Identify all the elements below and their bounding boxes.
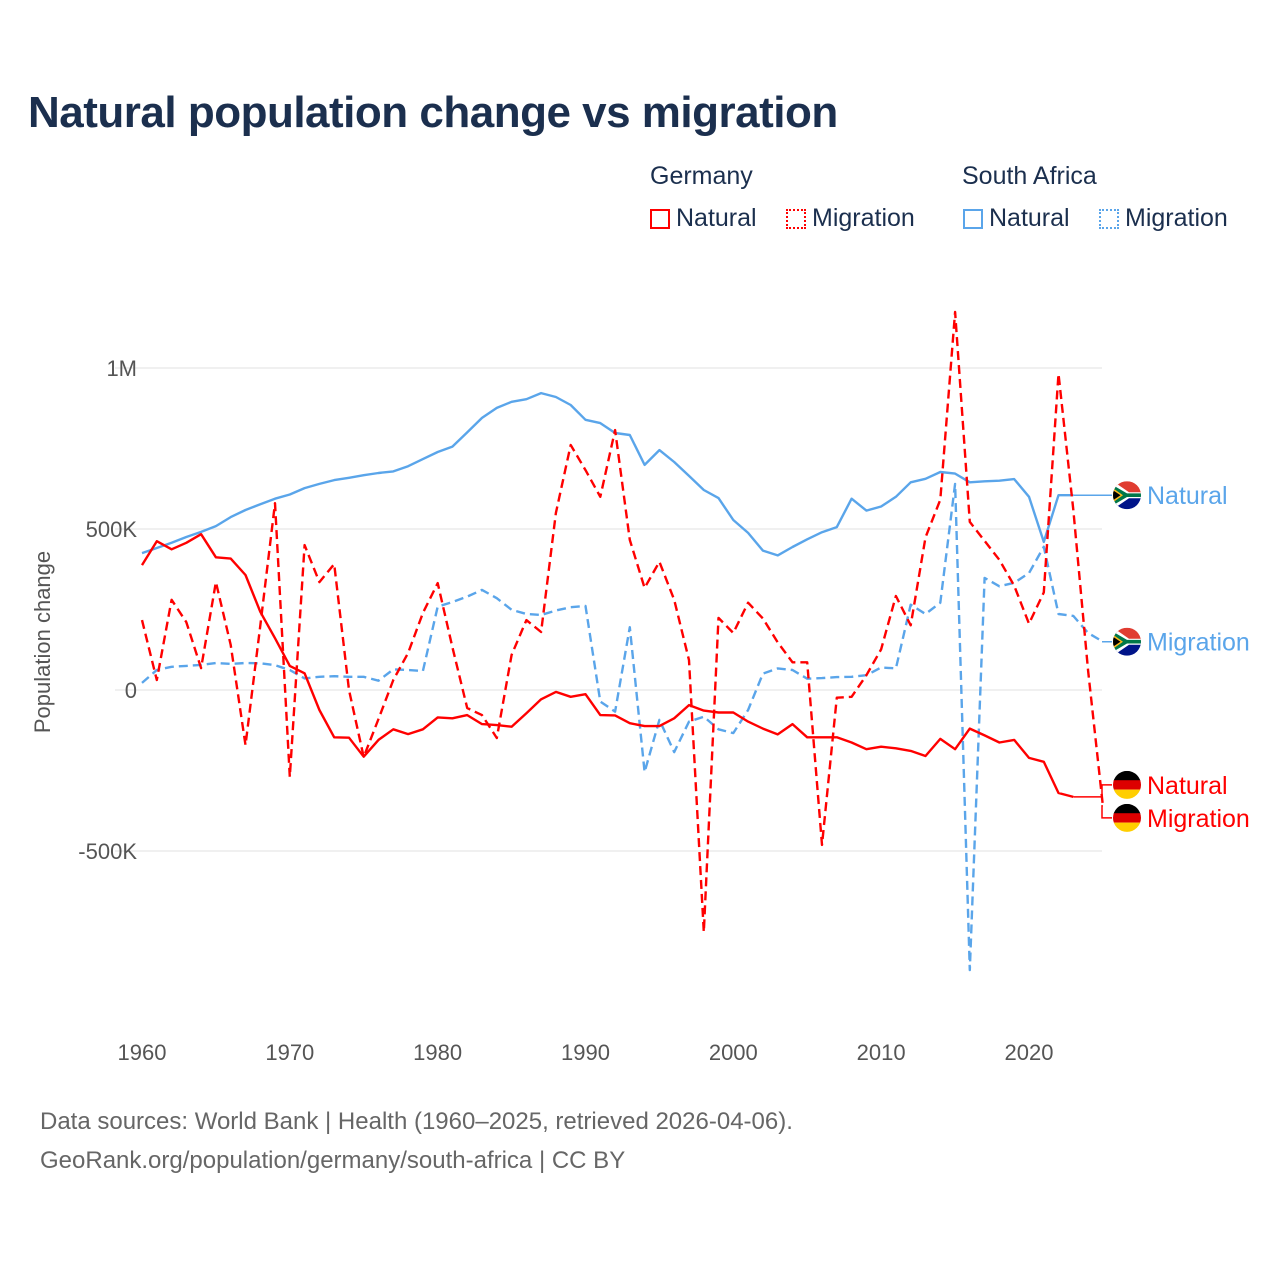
south-africa-flag-icon bbox=[1113, 481, 1141, 510]
flag-triangle bbox=[1113, 636, 1121, 647]
series-line-germany-natural bbox=[140, 533, 1074, 799]
legend-label: Migration bbox=[812, 204, 915, 232]
x-tick-label: 2010 bbox=[857, 1040, 906, 1065]
flag-band bbox=[1113, 631, 1141, 652]
legend-swatch-dotted bbox=[786, 208, 806, 229]
y-tick-label: 1M bbox=[106, 356, 137, 381]
chart-title: Natural population change vs migration bbox=[28, 88, 838, 137]
legend-label: Natural bbox=[676, 204, 757, 232]
flag-clip bbox=[1113, 481, 1141, 510]
flag-stripe bbox=[1113, 770, 1141, 781]
x-tick-label: 1980 bbox=[413, 1040, 462, 1065]
footer-attribution[interactable]: GeoRank.org/population/germany/south-afr… bbox=[40, 1147, 626, 1174]
flag-triangle bbox=[1113, 490, 1121, 501]
flag-clip bbox=[1113, 803, 1141, 832]
label-connector bbox=[1101, 805, 1112, 819]
end-label: Natural bbox=[1147, 482, 1228, 510]
series-line-south-africa-migration bbox=[141, 482, 1104, 972]
legend-germany-migration[interactable]: Migration bbox=[786, 204, 915, 233]
flag-stripe bbox=[1113, 789, 1141, 799]
flag-clip bbox=[1113, 627, 1141, 656]
series-line-germany-migration bbox=[140, 310, 1105, 934]
end-label: Migration bbox=[1147, 629, 1250, 657]
south-africa-flag-icon bbox=[1113, 627, 1141, 656]
y-axis-title: Population change bbox=[30, 551, 55, 733]
legend-swatch-solid bbox=[650, 208, 670, 229]
x-tick-label: 2000 bbox=[709, 1040, 758, 1065]
legend-south-africa-natural[interactable]: Natural bbox=[963, 204, 1070, 233]
legend-germany-natural[interactable]: Natural bbox=[650, 204, 757, 233]
end-label: Natural bbox=[1147, 772, 1228, 800]
legend-group-south-africa: South Africa bbox=[962, 162, 1097, 190]
label-connector bbox=[1073, 784, 1112, 798]
legend-label: Natural bbox=[989, 204, 1070, 232]
legend-swatch-dotted bbox=[1099, 208, 1119, 229]
flag-band bbox=[1113, 485, 1141, 506]
x-tick-label: 2020 bbox=[1005, 1040, 1054, 1065]
flag-stripe bbox=[1113, 822, 1141, 832]
flag-clip bbox=[1113, 770, 1141, 799]
footer-sources: Data sources: World Bank | Health (1960–… bbox=[40, 1108, 793, 1135]
flag-stripe bbox=[1113, 780, 1141, 790]
y-tick-label: -500K bbox=[78, 839, 137, 864]
x-tick-label: 1990 bbox=[561, 1040, 610, 1065]
y-tick-label: 0 bbox=[125, 678, 137, 703]
germany-flag-icon bbox=[1113, 770, 1141, 799]
legend-label: Migration bbox=[1125, 204, 1228, 232]
end-label: Migration bbox=[1147, 805, 1250, 833]
flag-stripe bbox=[1113, 813, 1141, 823]
legend-south-africa-migration[interactable]: Migration bbox=[1099, 204, 1228, 233]
legend-group-germany: Germany bbox=[650, 162, 753, 190]
x-tick-label: 1960 bbox=[118, 1040, 167, 1065]
germany-flag-icon bbox=[1113, 803, 1141, 832]
y-tick-label: 500K bbox=[86, 517, 138, 542]
legend-swatch-solid bbox=[963, 208, 983, 229]
x-tick-label: 1970 bbox=[265, 1040, 314, 1065]
flag-stripe bbox=[1113, 803, 1141, 814]
series-line-south-africa-natural bbox=[141, 391, 1074, 557]
